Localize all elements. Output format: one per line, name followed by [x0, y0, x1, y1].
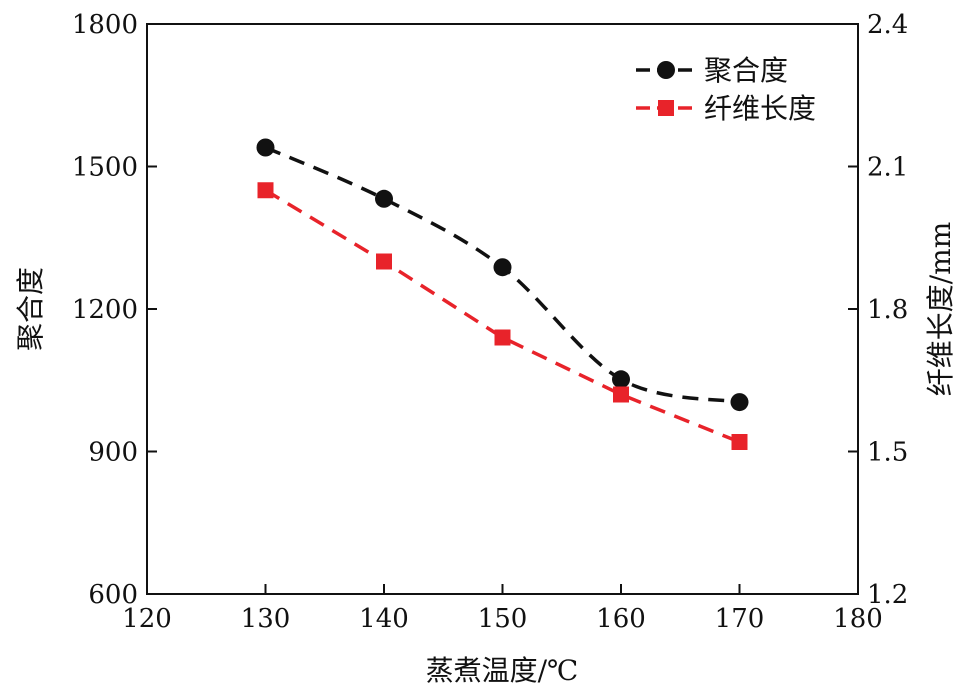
y-left-tick-label: 1500 — [72, 153, 138, 183]
data-point — [613, 386, 629, 403]
y-right-tick-label: 1.8 — [867, 295, 908, 325]
y-right-axis-title: 纤维长度/mm — [924, 222, 957, 397]
series-2 — [257, 182, 748, 450]
y-right-tick-label: 1.5 — [867, 438, 908, 468]
series-1 — [256, 138, 749, 412]
x-tick-label: 170 — [715, 604, 765, 634]
data-point — [731, 434, 748, 450]
x-tick-label: 150 — [478, 604, 528, 634]
legend-label: 纤维长度 — [704, 92, 816, 125]
legend-item: 纤维长度 — [636, 92, 816, 125]
legend-marker — [657, 61, 675, 79]
data-point — [494, 329, 511, 346]
legend-item: 聚合度 — [636, 54, 788, 87]
y-right-tick-label: 2.1 — [867, 153, 908, 183]
y-left-tick-label: 1200 — [72, 295, 138, 325]
tick-labels: 120 130 140 150 160 170 180 600 900 1200 1500 1800 1… — [72, 10, 909, 634]
y-right-tick-label: 2.4 — [867, 10, 908, 40]
data-point — [376, 253, 392, 270]
legend-marker — [658, 100, 674, 116]
data-point — [256, 138, 275, 157]
x-axis-title: 蒸煮温度/℃ — [426, 654, 579, 687]
x-tick-label: 140 — [359, 604, 409, 634]
axis-ticks — [146, 23, 859, 595]
y-left-tick-label: 600 — [88, 580, 138, 610]
y-left-tick-label: 1800 — [72, 10, 138, 40]
x-tick-label: 160 — [596, 604, 646, 634]
data-point — [257, 182, 274, 199]
x-tick-label: 120 — [122, 604, 172, 634]
y-left-axis-title: 聚合度 — [14, 267, 47, 351]
data-point — [375, 189, 393, 208]
series-layer — [256, 138, 749, 450]
y-left-tick-label: 900 — [88, 438, 138, 468]
data-point — [730, 393, 749, 412]
series-line — [264, 188, 741, 444]
x-tick-label: 130 — [241, 604, 291, 634]
data-point — [612, 370, 630, 389]
legend-label: 聚合度 — [704, 54, 788, 87]
x-tick-label: 180 — [833, 604, 883, 634]
data-point — [493, 258, 512, 277]
y-right-tick-label: 1.2 — [867, 580, 908, 610]
